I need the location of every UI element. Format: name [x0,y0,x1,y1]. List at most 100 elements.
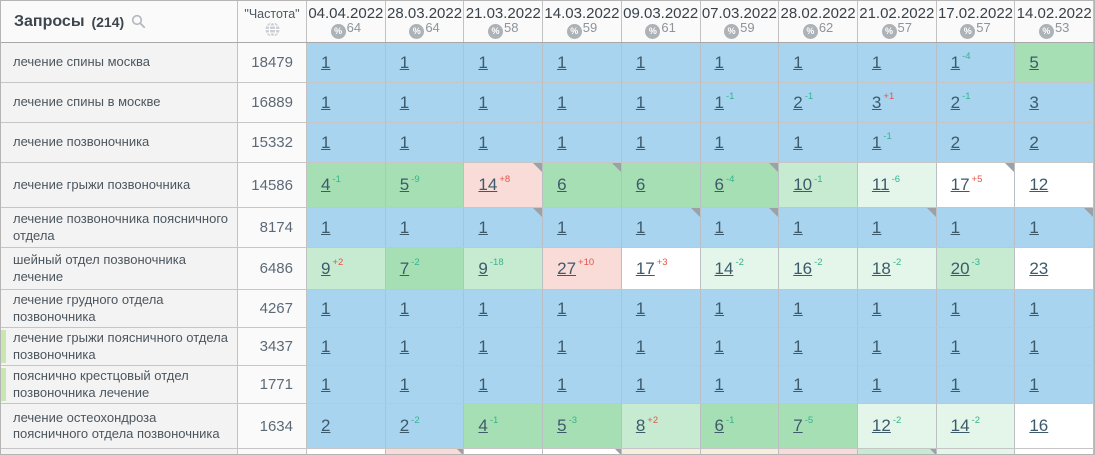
position-cell[interactable] [307,449,386,454]
query-cell[interactable]: лечение грыжи поясничного отдела позвоно… [1,328,238,365]
position-link[interactable]: 1 [1029,298,1039,318]
position-link[interactable]: 1 [557,217,567,237]
position-link[interactable]: 1 [399,298,410,318]
position-link[interactable]: 20 [950,258,970,278]
position-link[interactable]: 1 [1029,217,1039,237]
position-cell[interactable]: 2 -1 [779,83,858,122]
position-cell[interactable]: 1 [700,328,780,365]
position-cell[interactable]: 1 [700,43,780,82]
position-cell[interactable]: 10 -1 [779,163,858,207]
position-link[interactable]: 1 [635,217,646,237]
date-column-header[interactable]: 17.02.2022% 57 [937,1,1016,42]
position-link[interactable]: 3 [1029,92,1039,112]
position-cell[interactable]: 1 [621,328,701,365]
position-cell[interactable]: 1 [857,328,937,365]
position-link[interactable]: 1 [321,374,331,394]
position-link[interactable]: 1 [871,374,882,394]
position-link[interactable]: 1 [321,132,331,152]
position-cell[interactable]: 1 [307,123,386,162]
position-link[interactable]: 16 [793,258,813,278]
position-cell[interactable]: 1 [779,123,858,162]
position-cell[interactable]: 1 -1 [700,83,780,122]
query-cell[interactable]: пояснично крестцовый отдел позвоночника … [1,366,238,403]
position-link[interactable]: 1 [478,336,488,356]
position-link[interactable]: 1 [793,217,803,237]
position-cell[interactable]: 1 [1015,328,1094,365]
position-cell[interactable]: 1 [857,366,937,403]
position-cell[interactable]: 1 -4 [936,43,1016,82]
position-cell[interactable]: 1 [621,123,701,162]
position-link[interactable]: 1 [950,298,961,318]
position-cell[interactable]: 1 [779,43,858,82]
position-cell[interactable]: 1 [543,123,622,162]
position-link[interactable]: 14 [714,258,734,278]
position-cell[interactable] [700,449,780,454]
position-cell[interactable]: 2 -2 [385,404,465,448]
position-cell[interactable]: 1 [464,328,544,365]
position-link[interactable]: 14 [950,416,970,435]
position-cell[interactable]: 1 [307,290,386,327]
position-link[interactable]: 9 [478,258,488,278]
position-link[interactable]: 1 [871,336,882,356]
position-cell[interactable]: 1 [464,208,544,247]
position-cell[interactable]: 5 [1015,43,1094,82]
position-cell[interactable] [936,449,1016,454]
position-link[interactable]: 5 [557,416,567,435]
date-column-header[interactable]: 21.02.2022% 57 [858,1,937,42]
position-link[interactable]: 1 [557,298,567,318]
position-link[interactable]: 1 [714,298,724,318]
position-cell[interactable]: 1 [857,43,937,82]
position-cell[interactable]: 12 -2 [857,404,937,448]
position-link[interactable]: 6 [557,175,567,194]
position-cell[interactable]: 23 [1015,248,1094,289]
position-cell[interactable]: 1 [700,208,780,247]
position-link[interactable]: 1 [399,217,410,237]
position-cell[interactable]: 1 [385,43,465,82]
position-cell[interactable]: 1 [464,83,544,122]
query-cell[interactable]: лечение грудного отдела позвоночника [1,290,238,327]
position-cell[interactable]: 11 -6 [857,163,937,207]
position-link[interactable]: 23 [1029,258,1049,278]
query-cell[interactable]: лечение позвоночника поясничного отдела [1,208,238,247]
position-link[interactable]: 6 [714,175,724,194]
position-link[interactable]: 2 [950,92,961,112]
position-link[interactable]: 1 [871,52,882,72]
date-column-header[interactable]: 28.02.2022% 62 [779,1,858,42]
position-link[interactable]: 17 [635,258,655,278]
position-cell[interactable]: 12 [1015,163,1094,207]
position-link[interactable]: 1 [557,92,567,112]
position-cell[interactable]: 1 [307,366,386,403]
position-link[interactable]: 2 [1029,132,1039,152]
position-cell[interactable]: 1 [385,123,465,162]
position-cell[interactable]: 1 [1015,290,1094,327]
position-cell[interactable]: 1 -1 [857,123,937,162]
query-cell[interactable]: шейный отдел позвоночника лечение [1,248,238,289]
position-cell[interactable]: 17 +3 [621,248,701,289]
position-link[interactable]: 1 [557,374,567,394]
position-link[interactable]: 1 [321,336,331,356]
position-cell[interactable]: 3 [1015,83,1094,122]
position-link[interactable]: 1 [793,374,803,394]
position-cell[interactable]: 1 [700,290,780,327]
position-link[interactable]: 1 [871,298,882,318]
position-link[interactable]: 1 [950,217,961,237]
position-cell[interactable]: 17 +5 [936,163,1016,207]
date-column-header[interactable]: 04.04.2022% 64 [307,1,386,42]
position-link[interactable]: 1 [635,336,646,356]
position-cell[interactable]: 1 [936,290,1016,327]
position-link[interactable]: 1 [478,217,488,237]
position-cell[interactable]: 1 [936,208,1016,247]
position-cell[interactable]: 1 [543,43,622,82]
query-cell[interactable]: лечение позвоночника [1,123,238,162]
position-link[interactable]: 8 [635,416,646,435]
position-link[interactable]: 1 [321,217,331,237]
position-cell[interactable]: 4 -1 [307,163,386,207]
position-cell[interactable]: 9 -18 [464,248,544,289]
position-link[interactable]: 12 [871,416,891,435]
date-column-header[interactable]: 28.03.2022% 64 [386,1,465,42]
position-link[interactable]: 1 [557,52,567,72]
position-cell[interactable]: 1 [385,290,465,327]
position-cell[interactable]: 2 [1015,123,1094,162]
position-link[interactable]: 2 [399,416,410,435]
position-link[interactable]: 1 [714,336,724,356]
